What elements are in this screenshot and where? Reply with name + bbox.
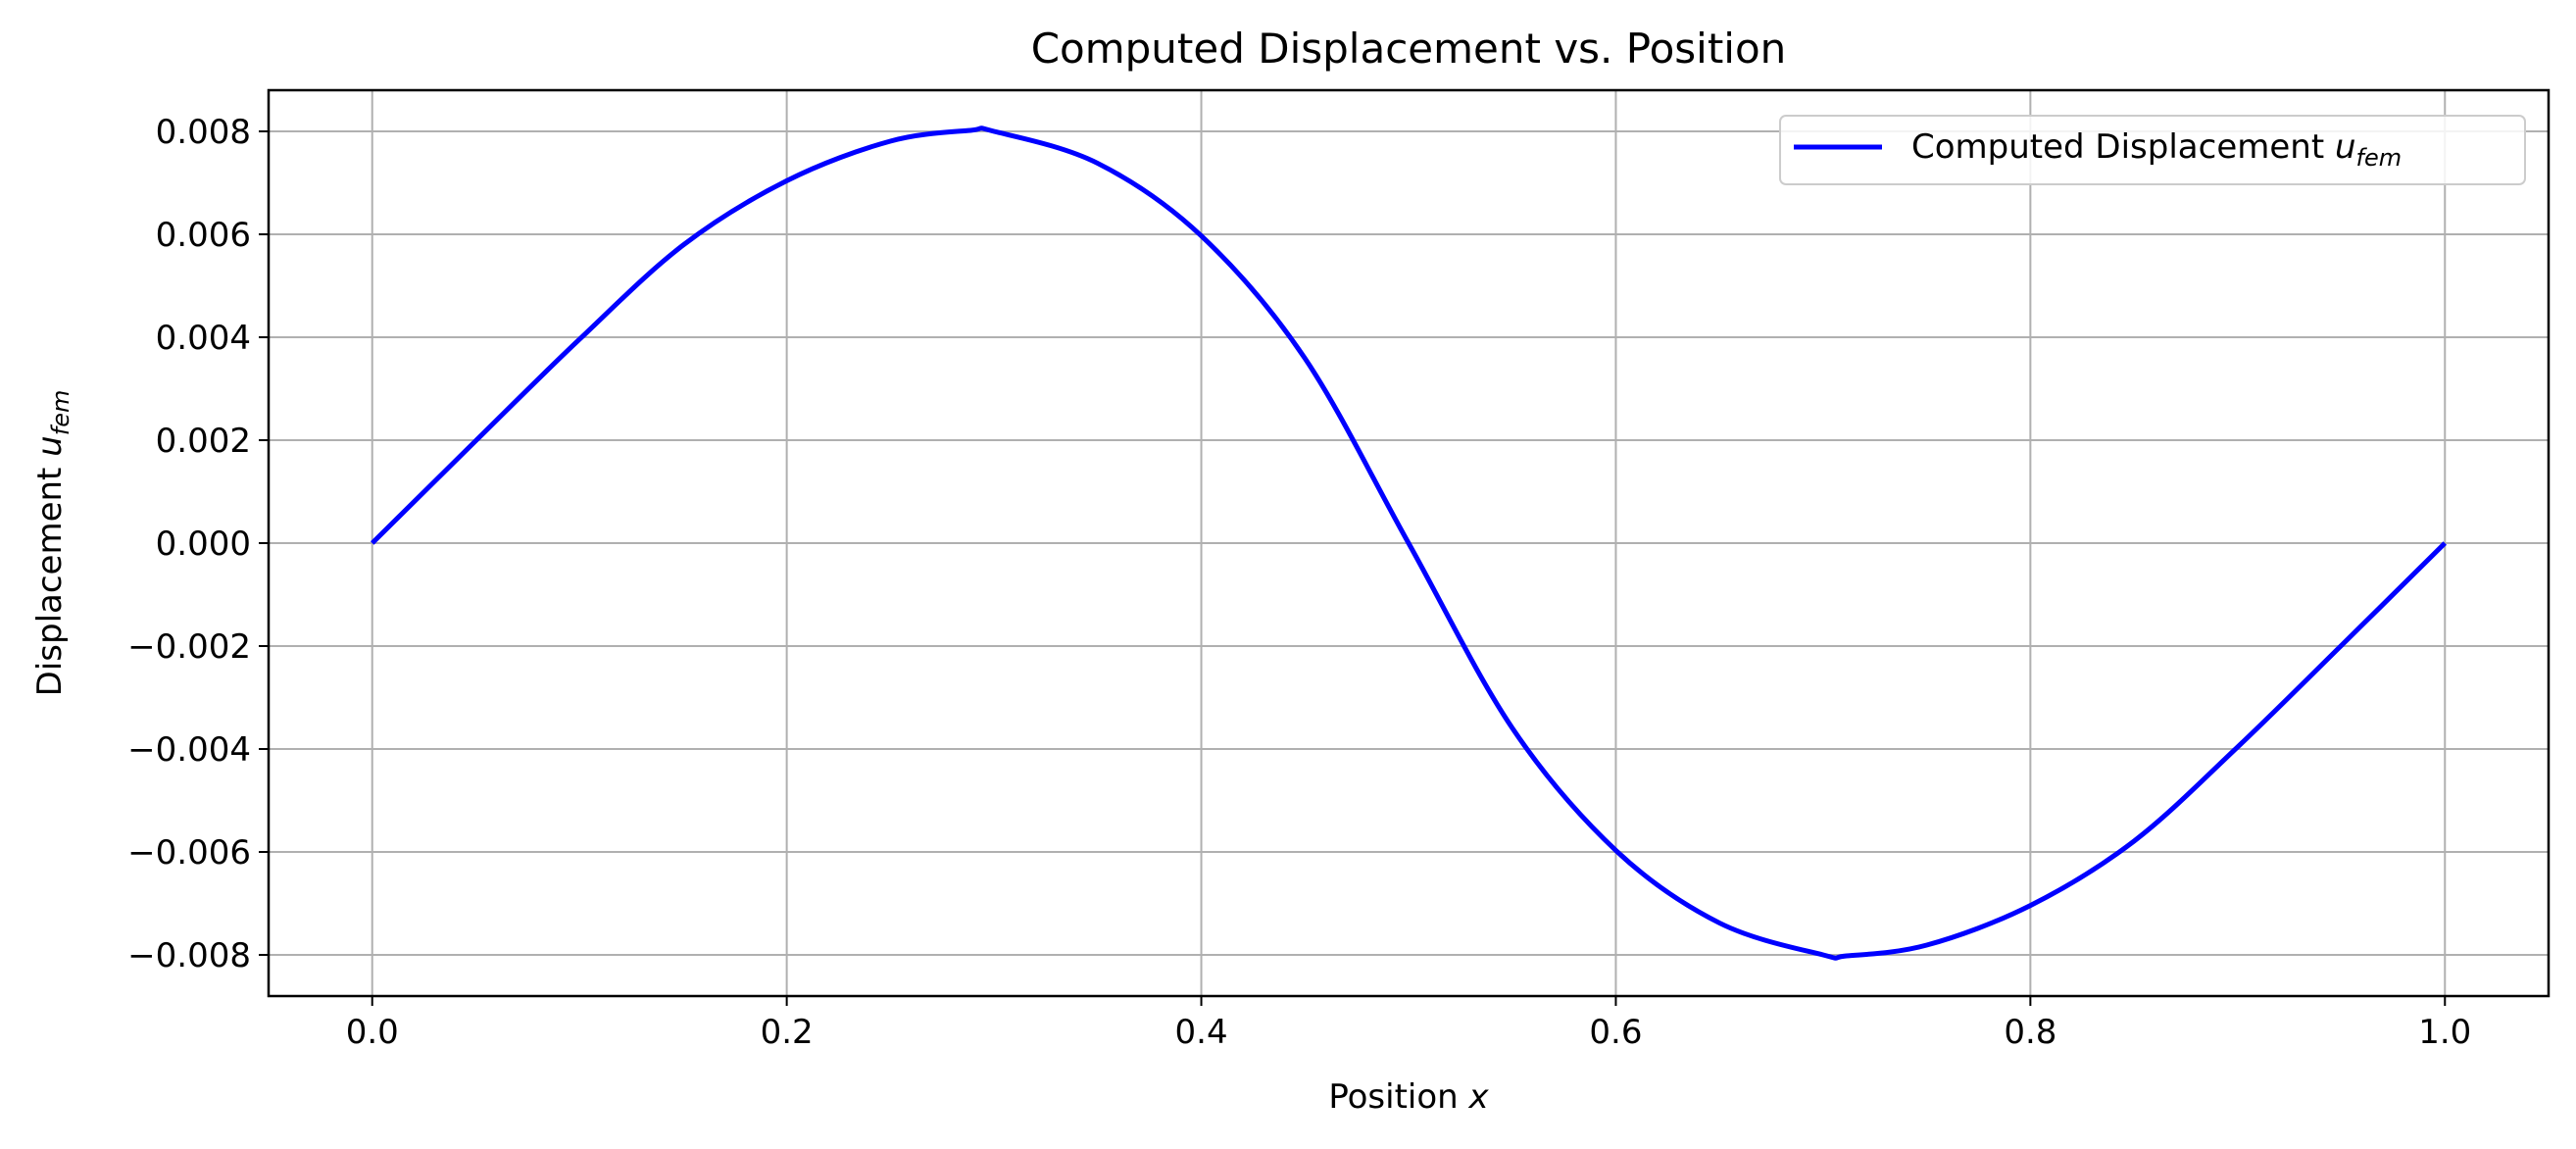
legend-label-sub: fem <box>2356 144 2403 172</box>
y-tick-label: 0.000 <box>156 525 251 564</box>
legend-label-base: Computed Displacement <box>1911 127 2335 167</box>
x-axis-label-base: Position <box>1328 1077 1468 1117</box>
x-tick-label: 0.8 <box>2004 1013 2056 1052</box>
series-line <box>370 125 2448 961</box>
y-axis-label-var: u <box>30 435 70 457</box>
y-tick-label: 0.002 <box>156 422 251 461</box>
legend-box <box>1779 115 2526 185</box>
y-tick-label: −0.004 <box>127 730 251 770</box>
x-tick-label: 0.4 <box>1175 1013 1228 1052</box>
x-tick-label: 0.2 <box>761 1013 814 1052</box>
y-axis-label-sub: fem <box>47 390 74 436</box>
y-axis-ticks: −0.008 −0.006 −0.004 −0.002 0.000 0.002 0.004 0… <box>127 113 269 975</box>
y-tick-label: −0.008 <box>127 936 251 975</box>
legend-label: Computed Displacement ufem <box>1911 127 2402 172</box>
legend-label-var: u <box>2335 127 2356 167</box>
series-layer <box>370 125 2448 961</box>
x-tick-label: 1.0 <box>2418 1013 2471 1052</box>
legend: Computed Displacement ufem <box>1779 115 2526 185</box>
y-tick-label: 0.006 <box>156 216 251 255</box>
x-tick-label: 0.0 <box>346 1013 399 1052</box>
y-tick-label: 0.008 <box>156 113 251 152</box>
y-tick-label: −0.002 <box>127 627 251 667</box>
y-axis-label-base: Displacement <box>30 457 70 697</box>
x-axis-label: Position x <box>1328 1077 1489 1117</box>
y-tick-label: 0.004 <box>156 319 251 358</box>
x-axis-label-var: x <box>1468 1077 1490 1117</box>
x-tick-label: 0.6 <box>1589 1013 1642 1052</box>
x-axis-ticks: 0.0 0.2 0.4 0.6 0.8 1.0 <box>346 996 2471 1052</box>
y-axis-label: Displacement ufem <box>30 390 74 697</box>
chart-title: Computed Displacement vs. Position <box>1031 25 1787 73</box>
y-tick-label: −0.006 <box>127 833 251 873</box>
